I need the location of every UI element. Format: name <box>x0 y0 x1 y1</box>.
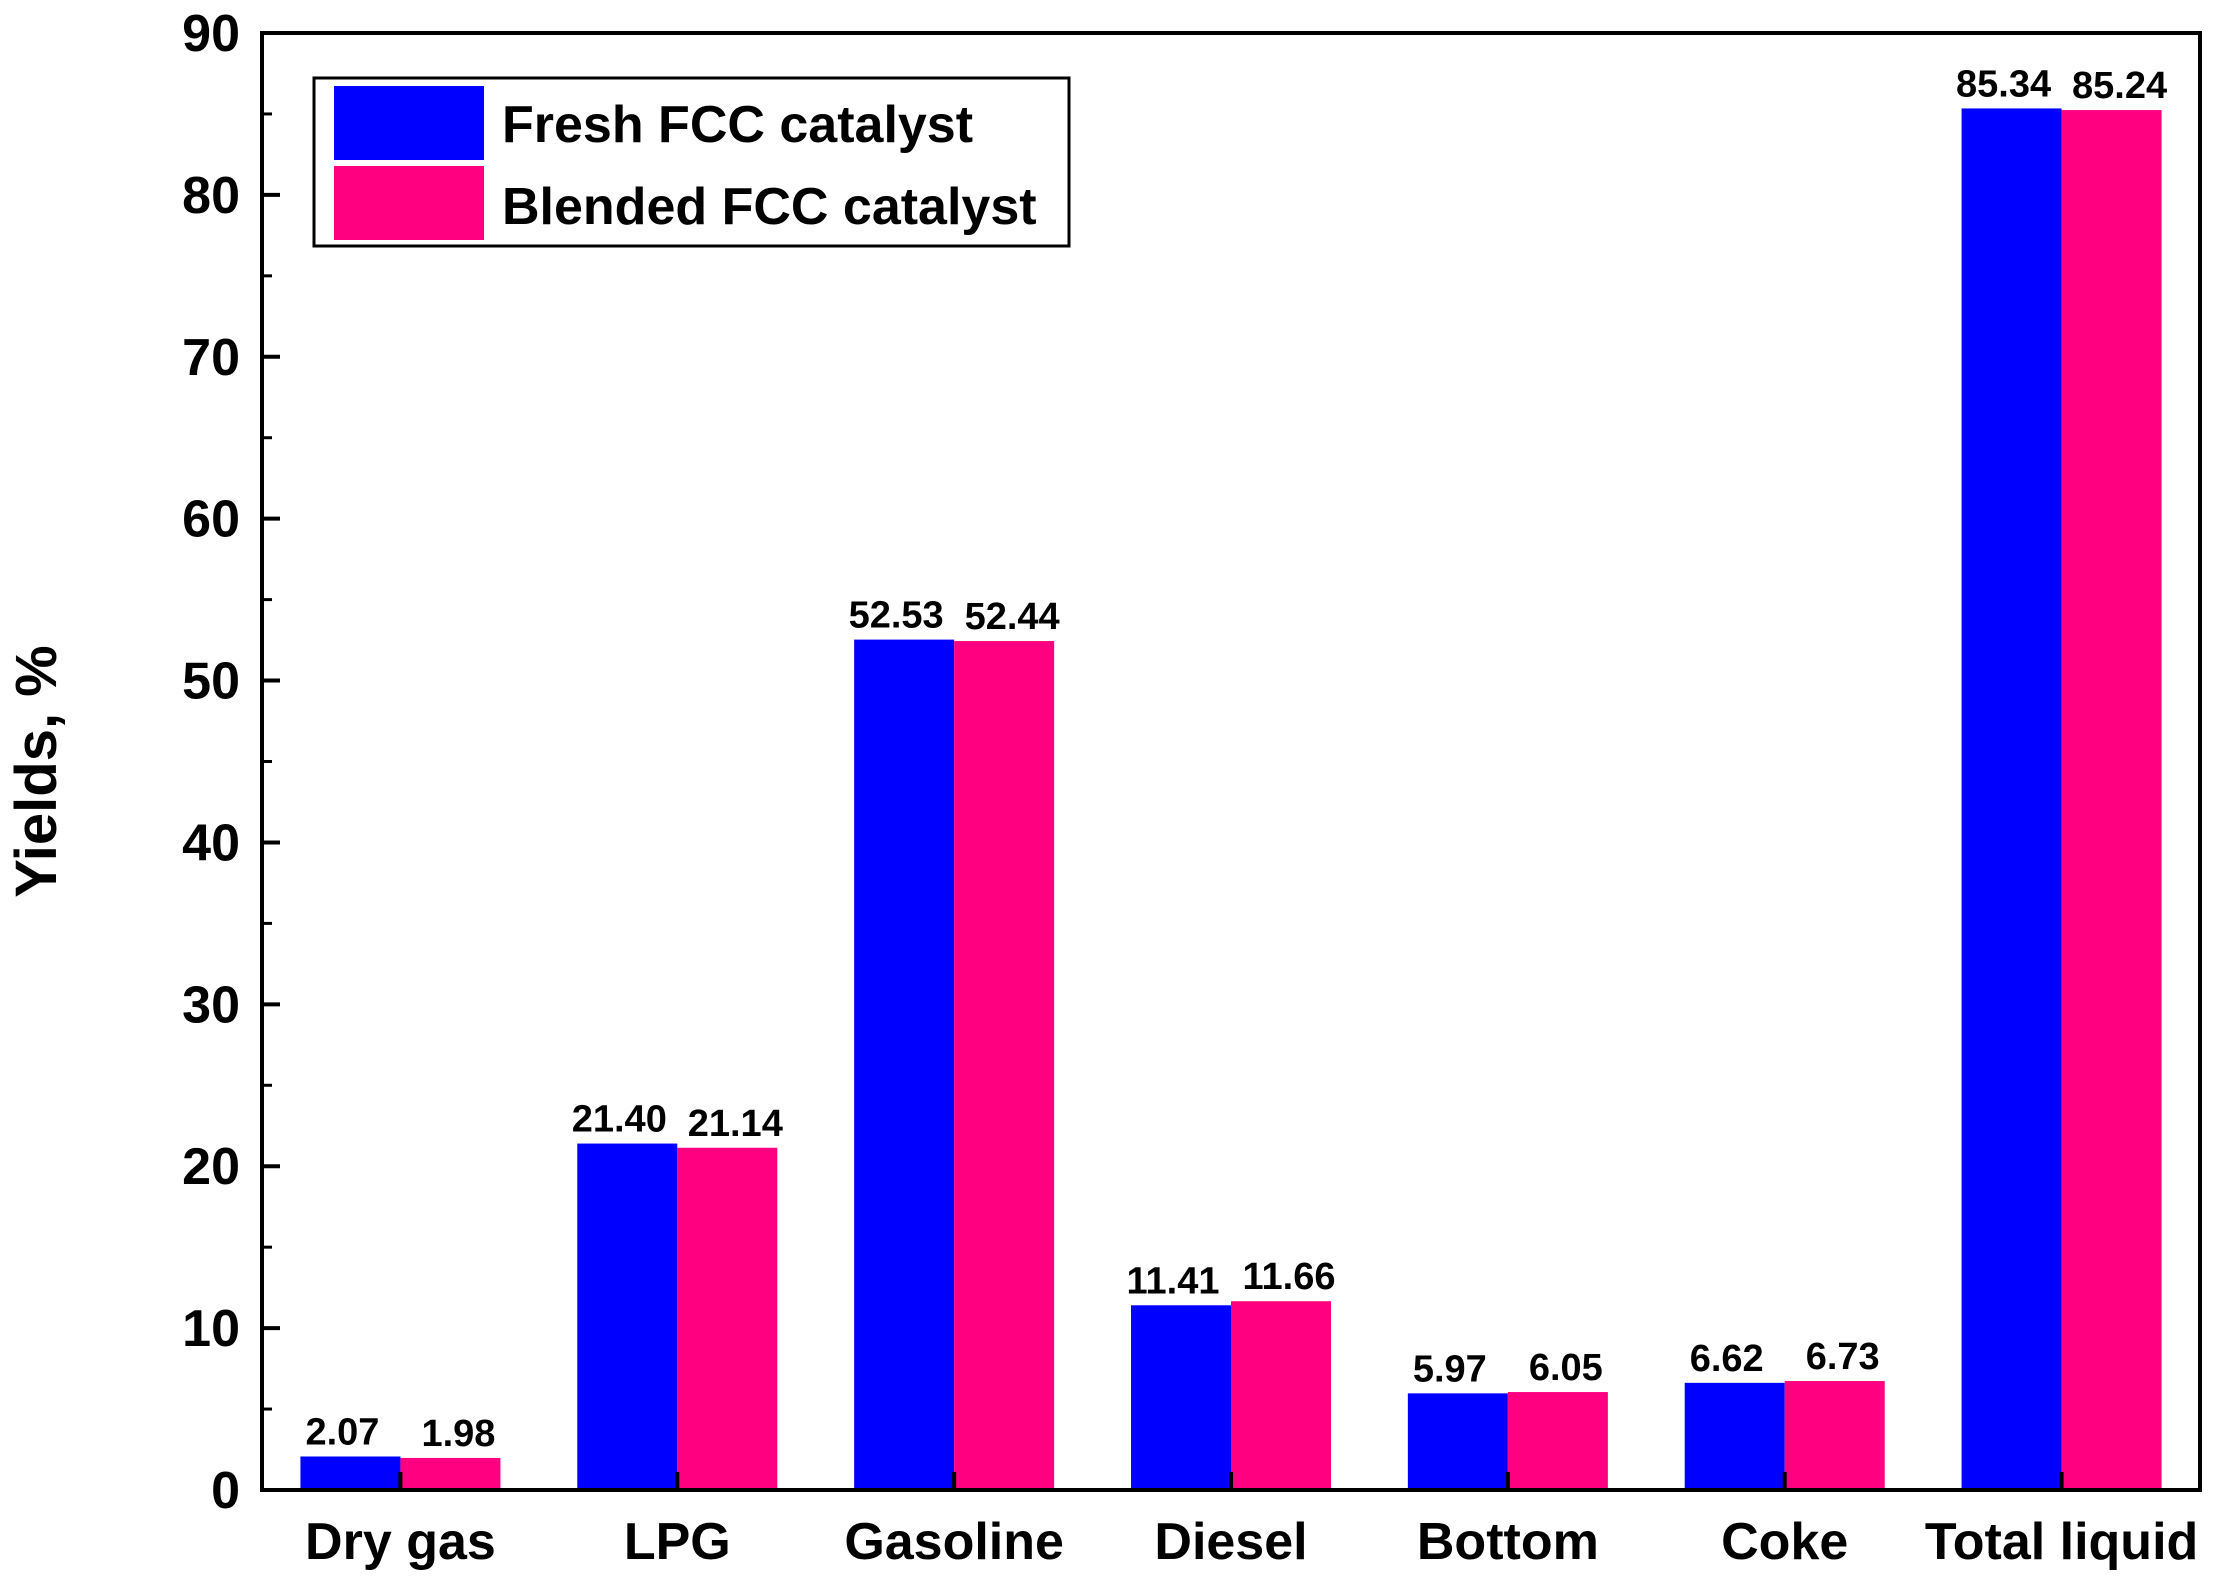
legend-swatch-fresh <box>334 86 484 160</box>
data-label: 11.66 <box>1243 1256 1336 1298</box>
data-label: 85.24 <box>2072 65 2167 107</box>
bar-blended <box>677 1147 778 1490</box>
data-label: 2.07 <box>305 1411 379 1453</box>
bar-fresh <box>577 1143 678 1490</box>
y-tick-label: 30 <box>182 976 240 1034</box>
data-label: 85.34 <box>1956 63 2051 105</box>
data-label: 21.40 <box>572 1099 667 1141</box>
y-axis-title: Yields, % <box>4 645 69 898</box>
y-tick-label: 60 <box>182 491 240 549</box>
bar-fresh <box>1684 1382 1785 1490</box>
data-label: 6.62 <box>1690 1338 1764 1380</box>
legend-label-fresh: Fresh FCC catalyst <box>502 96 973 154</box>
data-label: 21.14 <box>688 1103 783 1145</box>
data-label: 5.97 <box>1413 1348 1487 1390</box>
data-label: 6.05 <box>1529 1347 1603 1389</box>
x-category-label: Dry gas <box>305 1513 496 1571</box>
bar-fresh <box>1961 108 2062 1491</box>
bar-blended <box>954 641 1055 1490</box>
x-category-label: Bottom <box>1417 1513 1599 1571</box>
y-tick-label: 50 <box>182 653 240 711</box>
y-axis-ticks: 0 10 20 30 40 50 60 70 80 90 <box>182 5 280 1520</box>
bar-fresh <box>1131 1305 1231 1490</box>
y-tick-label: 80 <box>182 167 240 225</box>
bar-fresh <box>300 1456 401 1490</box>
bar-blended <box>400 1457 501 1490</box>
data-label: 11.41 <box>1127 1260 1220 1302</box>
bar-blended <box>1507 1392 1608 1490</box>
x-axis-labels: Dry gas LPG Gasoline Diesel Bottom Coke Total … <box>305 1472 2198 1571</box>
y-tick-label: 20 <box>182 1138 240 1196</box>
y-tick-label: 70 <box>182 329 240 387</box>
plot-area-frame <box>260 31 2202 1492</box>
data-label: 1.98 <box>421 1413 495 1455</box>
x-category-label: Coke <box>1721 1513 1848 1571</box>
x-category-label: LPG <box>624 1513 731 1571</box>
data-label: 52.44 <box>965 596 1060 638</box>
bar-blended <box>2061 110 2162 1491</box>
legend-swatch-blended <box>334 166 484 240</box>
x-category-label: Total liquid <box>1925 1513 2198 1571</box>
data-label: 52.53 <box>849 595 944 637</box>
x-category-label: Diesel <box>1154 1513 1307 1571</box>
bars-group: 2.07 1.98 21.40 21.14 52.53 52.44 11.41 11.66 5.… <box>300 63 2167 1491</box>
legend-label-blended: Blended FCC catalyst <box>502 178 1037 236</box>
legend: Fresh FCC catalyst Blended FCC catalyst <box>312 76 1071 248</box>
y-tick-label: 40 <box>182 814 240 872</box>
y-tick-label: 90 <box>182 5 240 63</box>
x-category-label: Gasoline <box>844 1513 1064 1571</box>
y-tick-label: 10 <box>182 1300 240 1358</box>
bar-fresh <box>854 639 955 1490</box>
y-tick-label: 0 <box>211 1462 240 1520</box>
data-label: 6.73 <box>1806 1336 1880 1378</box>
bar-blended <box>1784 1381 1885 1490</box>
bar-fresh <box>1407 1393 1508 1490</box>
bar-blended <box>1231 1301 1331 1490</box>
